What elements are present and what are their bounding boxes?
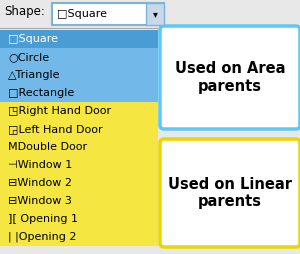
Bar <box>0 30 158 48</box>
Text: ◳Right Hand Door: ◳Right Hand Door <box>8 106 111 116</box>
Bar <box>0 48 158 66</box>
Bar <box>0 66 158 84</box>
Text: ⊟Window 2: ⊟Window 2 <box>8 178 72 188</box>
Bar <box>0 174 158 192</box>
FancyBboxPatch shape <box>160 139 300 247</box>
Bar <box>0 228 158 246</box>
Text: ○Circle: ○Circle <box>8 52 49 62</box>
Text: ΜDouble Door: ΜDouble Door <box>8 142 87 152</box>
Text: ◲Left Hand Door: ◲Left Hand Door <box>8 124 103 134</box>
FancyBboxPatch shape <box>160 26 300 129</box>
Text: Used on Linear
parents: Used on Linear parents <box>168 177 292 209</box>
Text: Shape:: Shape: <box>4 6 45 19</box>
Text: □Square: □Square <box>8 34 58 44</box>
Text: ▾: ▾ <box>153 9 158 19</box>
Text: Used on Area
parents: Used on Area parents <box>175 61 285 94</box>
Text: ⊟Window 3: ⊟Window 3 <box>8 196 72 206</box>
Bar <box>0 138 158 156</box>
Text: △Triangle: △Triangle <box>8 70 61 80</box>
Bar <box>0 192 158 210</box>
Bar <box>146 3 164 25</box>
Bar <box>0 210 158 228</box>
Bar <box>0 102 158 120</box>
Bar <box>0 156 158 174</box>
Bar <box>0 120 158 138</box>
Text: ][ Opening 1: ][ Opening 1 <box>8 214 78 224</box>
Text: □Square: □Square <box>57 9 107 19</box>
Bar <box>52 3 164 25</box>
Text: □Rectangle: □Rectangle <box>8 88 74 98</box>
Text: ⊣Window 1: ⊣Window 1 <box>8 160 72 170</box>
Bar <box>0 84 158 102</box>
Text: | |Opening 2: | |Opening 2 <box>8 232 76 242</box>
